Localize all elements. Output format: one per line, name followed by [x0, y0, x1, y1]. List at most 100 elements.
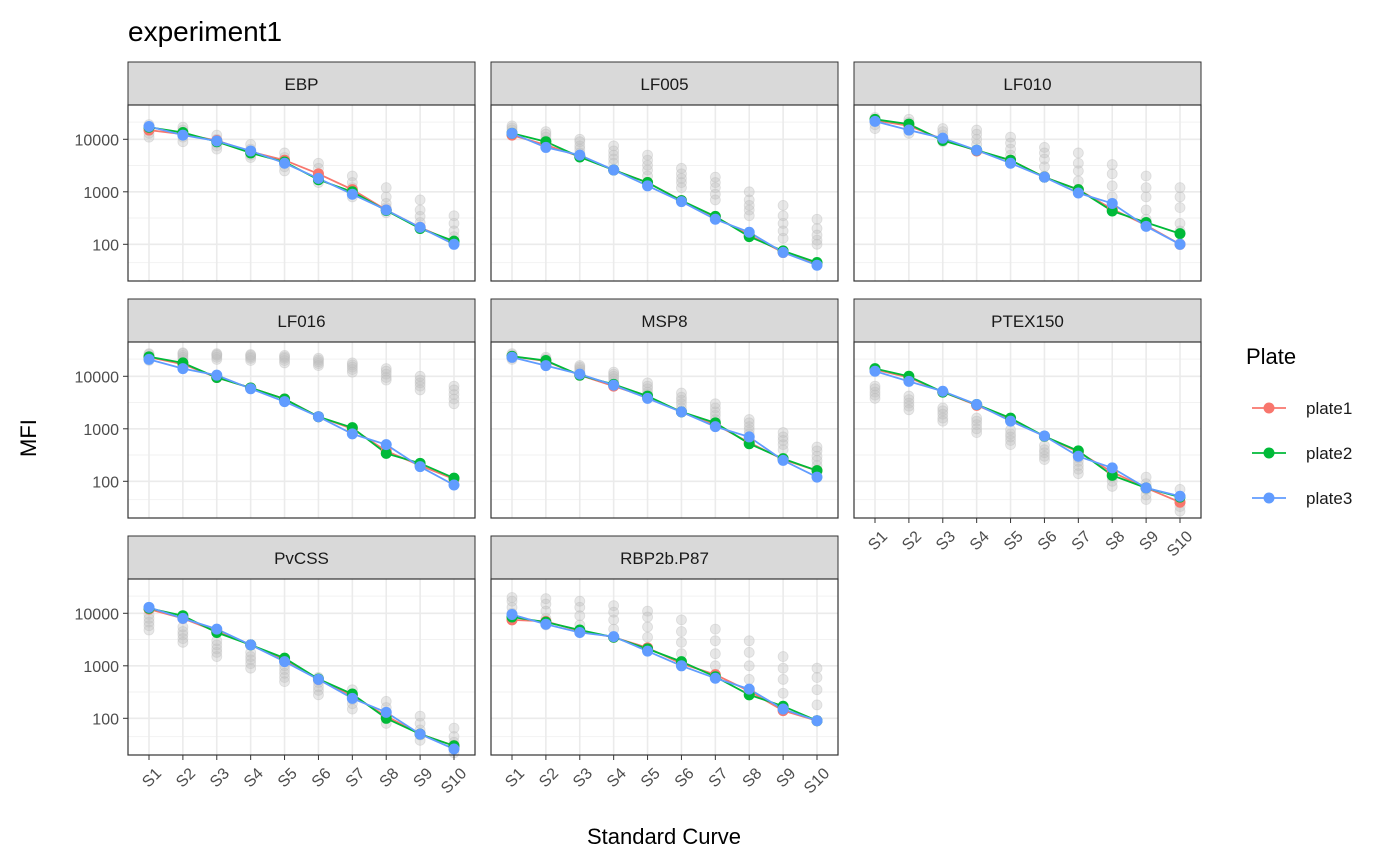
y-tick-label: 100: [92, 474, 119, 491]
background-point: [743, 646, 755, 658]
series-point-plate3: [245, 383, 257, 395]
background-point: [869, 389, 881, 401]
background-point: [777, 435, 789, 446]
background-point: [811, 238, 823, 250]
series-point-plate3: [312, 172, 324, 184]
background-point: [811, 450, 823, 462]
series-point-plate3: [1072, 187, 1084, 199]
x-tick-label: S7: [706, 765, 732, 791]
background-point: [540, 126, 552, 138]
background-point: [1072, 157, 1084, 169]
facet-strip-label: LF005: [640, 75, 688, 94]
series-line-plate3: [511, 356, 818, 478]
series-point-plate3: [211, 623, 223, 635]
legend-key-point: [1263, 402, 1275, 414]
series-point-plate3: [177, 363, 189, 375]
legend-key-point: [1263, 447, 1275, 459]
background-point: [971, 128, 983, 140]
background-point: [506, 592, 518, 603]
facet-panel-ebp: EBP 100 1000 10000: [75, 61, 476, 282]
background-point: [642, 149, 653, 161]
background-point: [279, 352, 290, 364]
series-line-plate3: [148, 125, 455, 246]
background-point: [414, 380, 426, 392]
facet-strip: [127, 298, 476, 343]
facet-strip: [853, 298, 1202, 343]
x-tick-label: S1: [865, 528, 891, 554]
background-point: [642, 154, 653, 166]
series-point-plate3: [279, 656, 291, 668]
background-point: [448, 398, 460, 410]
background-point: [903, 394, 915, 405]
series-point-plate3: [1140, 220, 1152, 232]
series-point-plate3: [211, 135, 223, 147]
series-point-plate3: [675, 196, 687, 208]
series-point-plate3: [346, 692, 358, 704]
series-point-plate3: [1038, 430, 1050, 442]
background-point: [811, 662, 823, 674]
series-line-plate2: [511, 355, 818, 472]
background-point: [971, 412, 983, 424]
panel-border: [127, 578, 476, 756]
background-point: [177, 347, 189, 359]
background-point: [709, 177, 721, 188]
x-tick-label: S6: [1035, 528, 1061, 554]
series-point-plate3: [642, 392, 654, 404]
background-point: [211, 639, 223, 651]
series-line-plate2: [511, 132, 818, 264]
background-point: [414, 210, 426, 222]
background-point: [313, 689, 324, 701]
series-point-plate3: [143, 121, 155, 133]
series-point-plate3: [279, 157, 291, 169]
facet-strip: [490, 298, 839, 343]
background-point: [709, 648, 721, 660]
series-line-plate3: [511, 613, 818, 722]
background-point: [245, 352, 257, 364]
x-tick-label: S8: [740, 765, 766, 791]
background-point: [414, 370, 426, 382]
series-point-plate3: [414, 461, 426, 473]
background-point: [1140, 182, 1152, 194]
background-point: [346, 366, 358, 378]
series-point-plate3: [380, 439, 392, 451]
background-point: [709, 171, 721, 183]
background-point: [971, 423, 983, 435]
background-point: [540, 593, 552, 605]
background-point: [743, 204, 755, 216]
background-point: [676, 387, 687, 399]
background-point: [869, 392, 881, 404]
background-point: [1174, 218, 1186, 229]
x-tick-label: S10: [438, 765, 470, 797]
background-point: [414, 377, 426, 389]
series-point-plate3: [743, 431, 755, 443]
series-point-plate3: [506, 351, 518, 363]
background-point: [676, 391, 687, 403]
series-line-plate2: [511, 616, 818, 722]
background-point: [1039, 444, 1050, 456]
background-point: [313, 157, 324, 169]
facet-panels: EBP 100 1000 10000 LF005 LF010 LF016 100 1000 100…: [75, 61, 1202, 797]
background-point: [279, 355, 290, 366]
background-point: [676, 162, 687, 174]
background-point: [346, 364, 358, 375]
series-point-plate3: [743, 226, 755, 238]
background-point: [642, 377, 653, 389]
background-point: [777, 218, 789, 229]
background-point: [245, 350, 257, 361]
x-tick-label: S1: [502, 765, 528, 791]
background-point: [937, 402, 949, 414]
background-point: [1140, 191, 1152, 203]
legend-label: plate3: [1306, 489, 1352, 508]
panel-border: [127, 104, 476, 282]
background-point: [245, 349, 257, 360]
series-point-plate3: [903, 124, 915, 136]
x-tick-label: S9: [773, 765, 799, 791]
background-point: [709, 398, 721, 410]
background-point: [313, 356, 324, 368]
series-point-plate3: [177, 129, 189, 141]
facet-strip-label: EBP: [284, 75, 318, 94]
x-tick-label: S10: [801, 765, 833, 797]
background-point: [743, 200, 755, 211]
facet-strip: [853, 61, 1202, 106]
background-point: [380, 363, 392, 375]
